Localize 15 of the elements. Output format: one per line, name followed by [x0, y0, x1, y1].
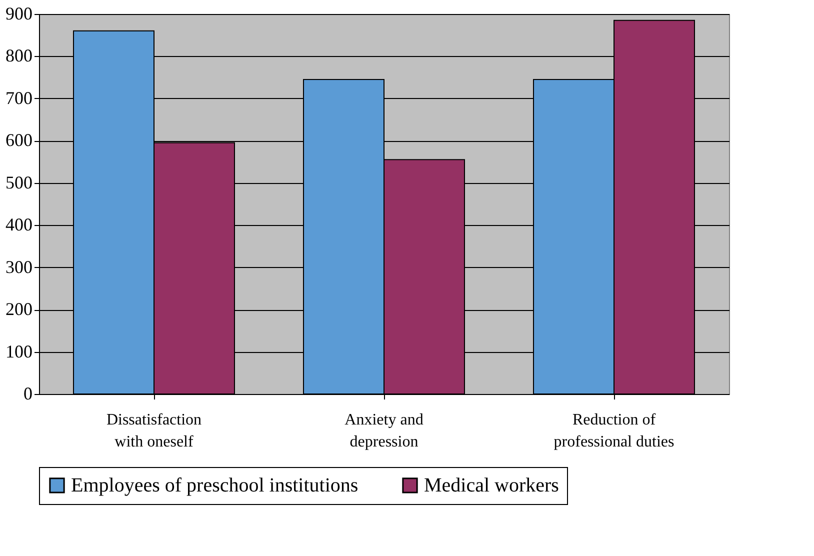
y-tick-label: 700 — [6, 88, 32, 108]
y-tick-label: 400 — [6, 214, 32, 235]
y-tick-label: 200 — [6, 299, 32, 320]
legend-label: Employees of preschool institutions — [71, 474, 358, 496]
y-tick-label: 0 — [24, 384, 32, 404]
x-tick-label: Anxiety and depression — [344, 412, 424, 450]
y-tick-label: 800 — [6, 46, 32, 66]
y-tick-label: 600 — [6, 130, 32, 150]
y-tick-label: 900 — [6, 4, 32, 24]
y-tick-label: 300 — [6, 256, 32, 277]
x-tick-label: Reduction of professional duties — [554, 412, 674, 450]
x-tick-label: Dissatisfaction with oneself — [106, 412, 202, 450]
y-tick-label: 100 — [6, 341, 32, 362]
legend-label: Medical workers — [424, 474, 560, 496]
y-tick-label: 500 — [6, 172, 32, 192]
